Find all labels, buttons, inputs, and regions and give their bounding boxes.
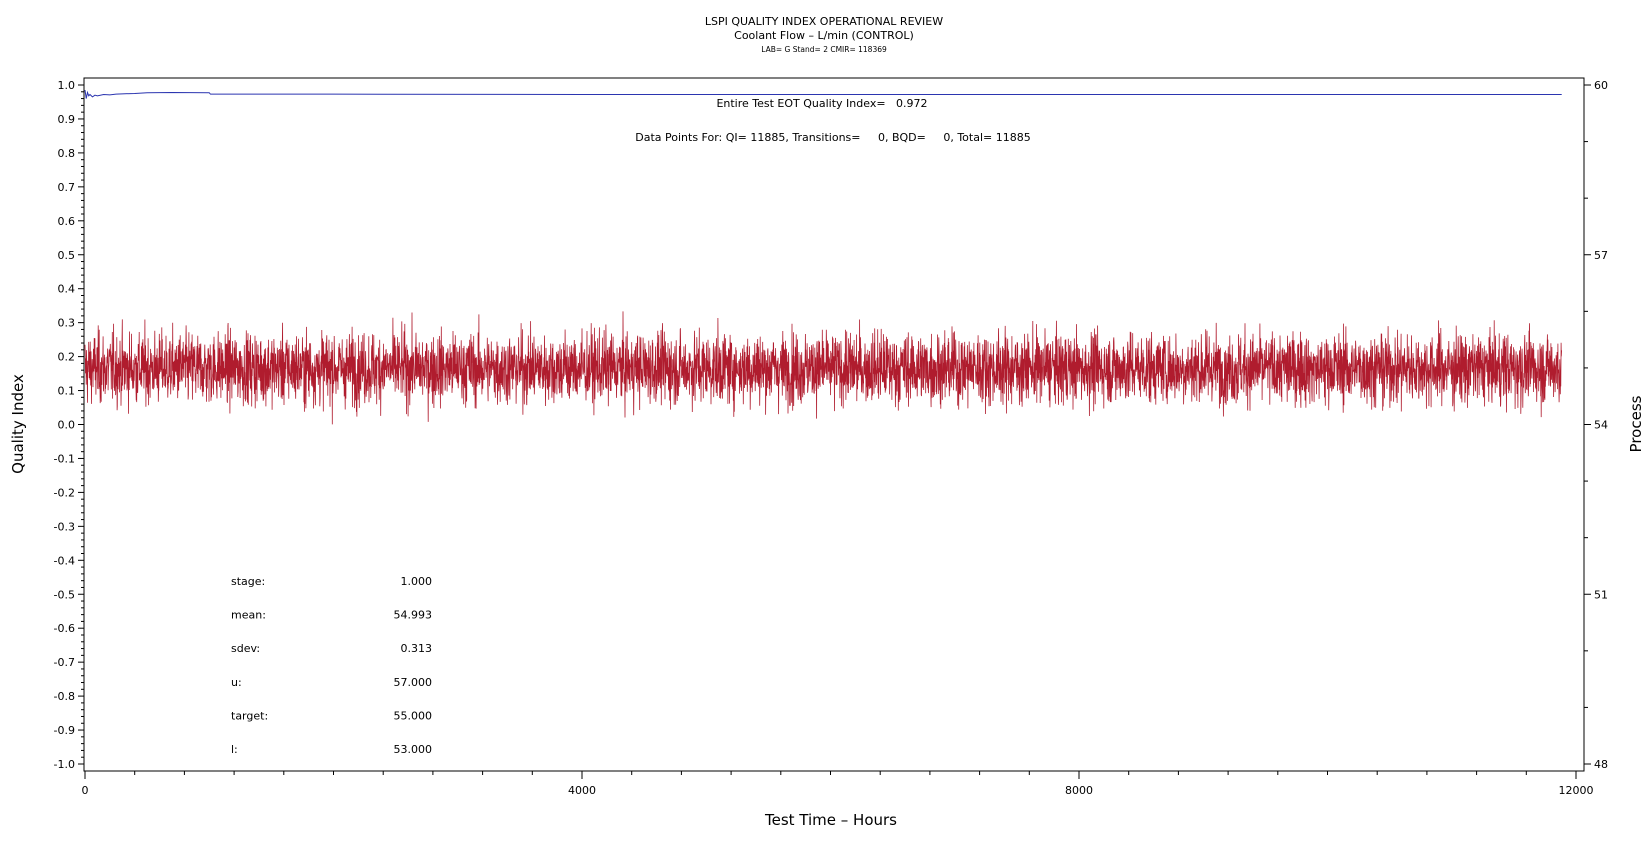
chart-title: LSPI QUALITY INDEX OPERATIONAL REVIEW xyxy=(705,15,943,28)
y-right-tick-label: 51 xyxy=(1594,588,1608,601)
y-tick-label: -0.8 xyxy=(54,690,75,703)
stat-label: stage: xyxy=(231,575,265,588)
y-tick-label: 0.7 xyxy=(58,181,76,194)
y-tick-label: 0.9 xyxy=(58,113,76,126)
plot-frame xyxy=(83,77,1585,772)
y-tick-label: -0.2 xyxy=(54,486,75,499)
y-tick-label: 0.2 xyxy=(58,351,76,364)
chart-subtitle: Coolant Flow – L/min (CONTROL) xyxy=(734,29,914,42)
series-quality-index-line xyxy=(84,90,1562,99)
y-tick-label: -0.9 xyxy=(54,724,75,737)
stat-value: 0.313 xyxy=(401,642,433,655)
y-tick-label: -0.1 xyxy=(54,452,75,465)
stat-value: 53.000 xyxy=(394,743,433,756)
y-axis-right: 60 57 54 51 48 xyxy=(1584,79,1608,771)
stat-label: sdev: xyxy=(231,642,260,655)
y-tick-label: 0.0 xyxy=(58,419,76,432)
x-tick-label: 8000 xyxy=(1065,784,1093,797)
chart-subtitle-2: LAB= G Stand= 2 CMIR= 118369 xyxy=(761,45,887,54)
y-right-tick-label: 60 xyxy=(1594,79,1608,92)
y-right-tick-label: 48 xyxy=(1594,758,1608,771)
y-tick-label: -0.6 xyxy=(54,622,75,635)
data-points-annotation: Data Points For: QI= 11885, Transitions=… xyxy=(635,131,1030,144)
stat-value: 55.000 xyxy=(394,709,433,722)
x-tick-label: 12000 xyxy=(1559,784,1594,797)
stat-value: 57.000 xyxy=(394,676,433,689)
stat-label: u: xyxy=(231,676,242,689)
x-axis: 0 4000 8000 12000 xyxy=(82,771,1594,797)
x-tick-label: 0 xyxy=(82,784,89,797)
eot-quality-index-annotation: Entire Test EOT Quality Index= 0.972 xyxy=(716,97,927,110)
y-tick-label: 1.0 xyxy=(58,79,76,92)
series-process-line xyxy=(84,311,1562,425)
y-tick-label: 0.3 xyxy=(58,317,76,330)
x-axis-label: Test Time – Hours xyxy=(764,811,897,829)
y-tick-label: 0.4 xyxy=(58,283,76,296)
y-tick-label: 0.6 xyxy=(58,215,76,228)
y-axis-right-label: Process xyxy=(1627,395,1645,452)
stat-value: 54.993 xyxy=(394,609,433,622)
stat-label: mean: xyxy=(231,609,266,622)
y-tick-label: -0.7 xyxy=(54,656,75,669)
stat-value: 1.000 xyxy=(401,575,433,588)
y-tick-label: 0.8 xyxy=(58,147,76,160)
y-tick-label: 0.1 xyxy=(58,385,76,398)
y-axis-label: Quality Index xyxy=(9,374,27,474)
y-axis-left: 1.0 0.9 0.8 0.7 0.6 0.5 0.4 0.3 0.2 0.1 0.0 -0.1 -0.… xyxy=(54,79,84,771)
y-right-tick-label: 54 xyxy=(1594,419,1608,432)
x-tick-label: 4000 xyxy=(568,784,596,797)
y-right-tick-label: 57 xyxy=(1594,249,1608,262)
y-tick-label: -0.3 xyxy=(54,520,75,533)
stat-label: target: xyxy=(231,709,268,722)
y-tick-label: -0.5 xyxy=(54,588,75,601)
stats-block: stage: 1.000 mean: 54.993 sdev: 0.313 u: 57.000… xyxy=(231,575,432,756)
stat-label: l: xyxy=(231,743,238,756)
y-tick-label: -1.0 xyxy=(54,758,75,771)
y-tick-label: -0.4 xyxy=(54,554,75,567)
y-tick-label: 0.5 xyxy=(58,249,76,262)
